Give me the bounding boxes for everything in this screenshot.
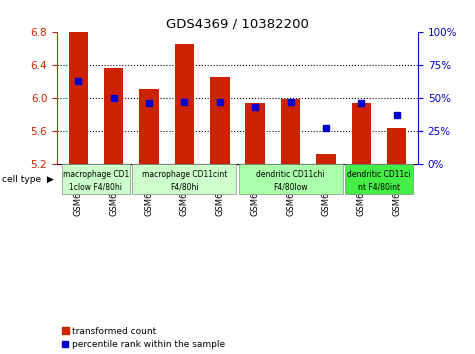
Bar	[104, 68, 124, 164]
Text: 1clow F4/80hi: 1clow F4/80hi	[69, 182, 123, 192]
Bar	[139, 90, 159, 164]
Text: dendritic CD11ci: dendritic CD11ci	[347, 170, 411, 179]
Bar	[133, 164, 237, 194]
Text: nt F4/80int: nt F4/80int	[358, 182, 400, 192]
Bar	[246, 103, 265, 164]
Legend: transformed count, percentile rank within the sample: transformed count, percentile rank withi…	[62, 327, 226, 349]
Text: F4/80low: F4/80low	[273, 182, 308, 192]
Text: cell type  ▶: cell type ▶	[2, 175, 54, 184]
Bar	[62, 164, 130, 194]
Bar	[238, 164, 342, 194]
Bar	[210, 77, 229, 164]
Text: F4/80hi: F4/80hi	[170, 182, 199, 192]
Bar	[175, 44, 194, 164]
Bar	[316, 154, 336, 164]
Bar	[352, 103, 371, 164]
Text: dendritic CD11chi: dendritic CD11chi	[256, 170, 325, 179]
Bar	[68, 32, 88, 164]
Bar	[387, 128, 407, 164]
Bar	[281, 99, 300, 164]
Bar	[345, 164, 413, 194]
Title: GDS4369 / 10382200: GDS4369 / 10382200	[166, 18, 309, 31]
Text: macrophage CD11cint: macrophage CD11cint	[142, 170, 227, 179]
Text: macrophage CD1: macrophage CD1	[63, 170, 129, 179]
